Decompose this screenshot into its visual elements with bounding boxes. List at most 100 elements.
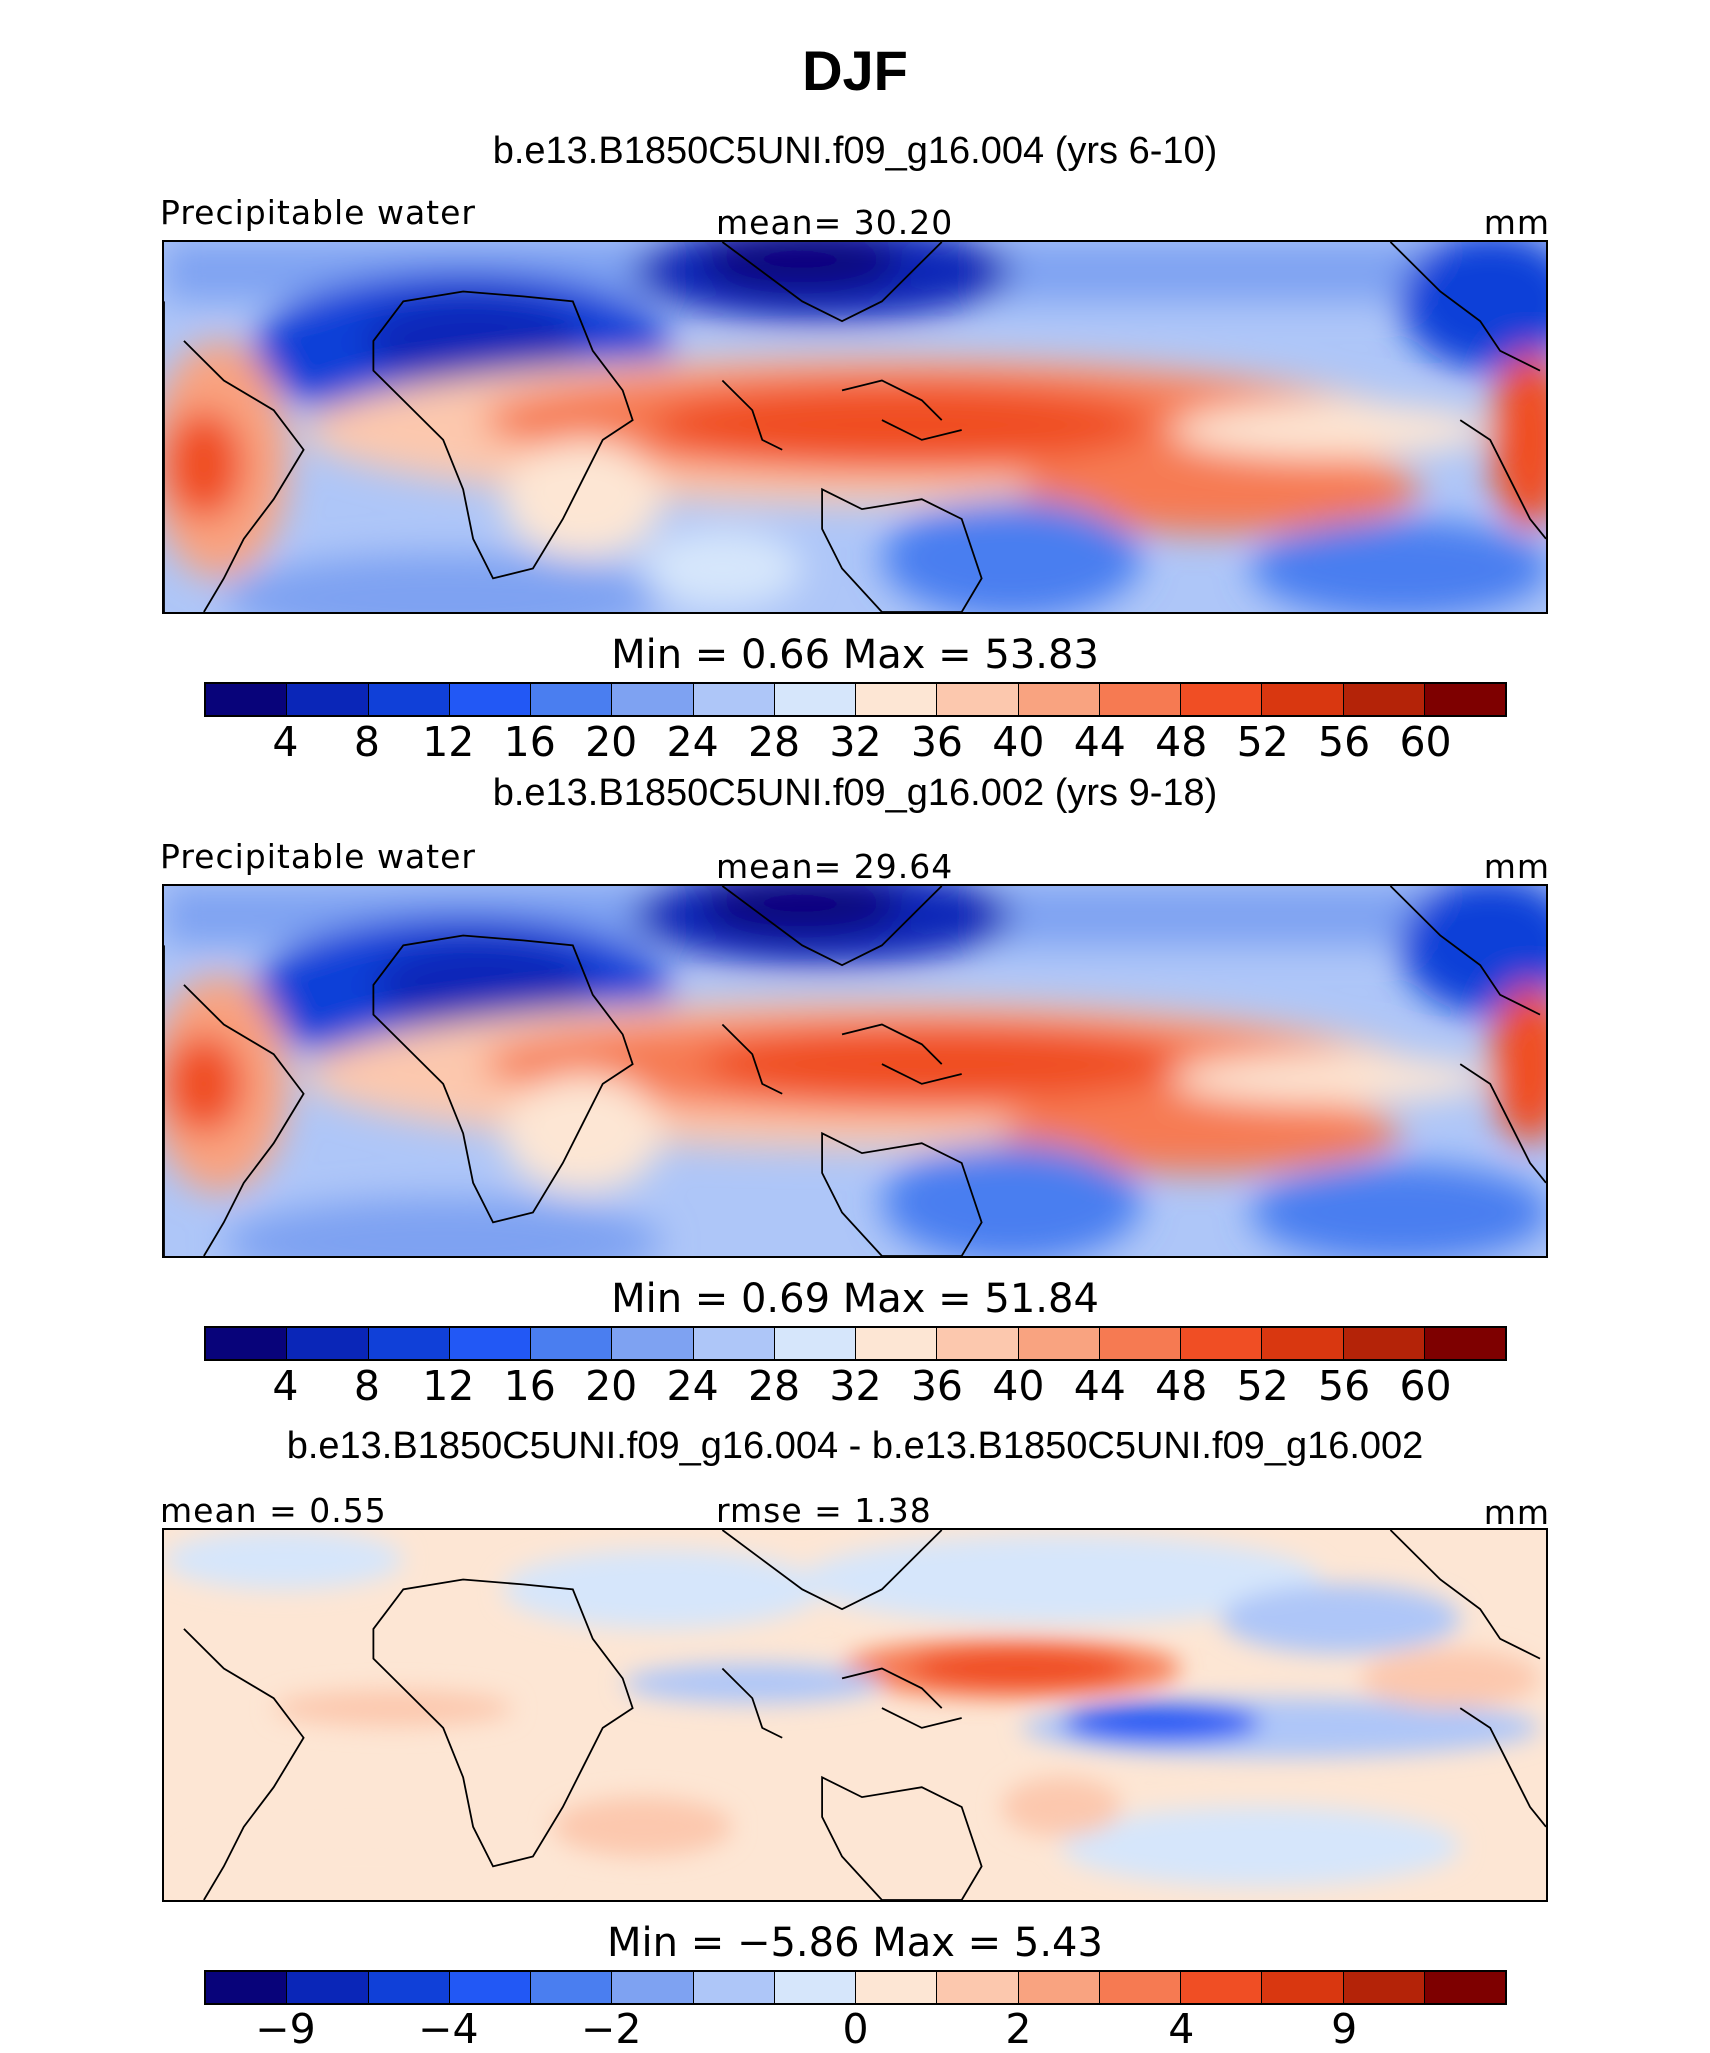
colorbar-tick-label: 16 [503,1362,556,1410]
colorbar-swatch [774,1972,856,2003]
colorbar-swatch [612,1328,694,1359]
colorbar-tick-label: 12 [422,1362,475,1410]
colorbar-swatch [1099,1972,1181,2003]
colorbar-swatch [774,1328,856,1359]
colorbar-swatch [531,684,613,715]
panel-2-mean-label: mean= 29.64 [716,847,954,886]
colorbar-swatch [449,1972,531,2003]
colorbar-tick-label: 8 [353,718,380,766]
panel-1-mean-label: mean= 30.20 [716,203,954,242]
colorbar-tick-label: 56 [1318,1362,1371,1410]
colorbar-tick-label: 8 [353,1362,380,1410]
panel-2-units-label: mm [1483,847,1550,886]
colorbar-tick-label: −2 [580,2005,642,2053]
colorbar-tick-label: 24 [666,1362,719,1410]
panel-3-rmse-label: rmse = 1.38 [716,1491,932,1530]
colorbar-swatch [1181,1328,1263,1359]
colorbar-swatch [937,1328,1019,1359]
colorbar-tick-label: 44 [1073,718,1126,766]
colorbar-tick-label: 12 [422,718,475,766]
panel-3-colorbar [204,1970,1507,2005]
colorbar-tick-label: 52 [1236,1362,1289,1410]
figure-title: DJF [802,39,908,102]
colorbar-swatch [287,684,369,715]
colorbar-tick-label: 44 [1073,1362,1126,1410]
panel-2-map-svg [164,886,1546,1256]
colorbar-tick-label: −4 [418,2005,479,2053]
colorbar-tick-label: 4 [272,1362,299,1410]
colorbar-swatch [1424,1328,1505,1359]
colorbar-swatch [1099,1328,1181,1359]
colorbar-tick-label: 16 [503,718,556,766]
colorbar-swatch [531,1972,613,2003]
colorbar-tick-label: 60 [1399,1362,1452,1410]
colorbar-tick-label: 40 [992,718,1045,766]
colorbar-swatch [1424,1972,1505,2003]
colorbar-swatch [1181,684,1263,715]
colorbar-tick-label: 4 [1168,2005,1195,2053]
colorbar-tick-label: −9 [255,2005,316,2053]
colorbar-tick-label: 32 [829,1362,882,1410]
panel-3-map [162,1528,1548,1902]
colorbar-swatch [1343,684,1425,715]
colorbar-tick-label: 52 [1236,718,1289,766]
colorbar-tick-label: 0 [842,2005,869,2053]
colorbar-swatch [937,1972,1019,2003]
colorbar-swatch [693,1328,775,1359]
colorbar-swatch [206,684,288,715]
colorbar-swatch [612,1972,694,2003]
panel-1-minmax: Min = 0.66 Max = 53.83 [611,632,1099,678]
colorbar-tick-label: 36 [910,1362,964,1410]
panel-1-title: b.e13.B1850C5UNI.f09_g16.004 (yrs 6-10) [492,130,1218,172]
colorbar-swatch [856,1328,938,1359]
colorbar-swatch [1018,684,1100,715]
colorbar-swatch [693,684,775,715]
colorbar-tick-label: 28 [747,718,801,766]
colorbar-swatch [1099,684,1181,715]
colorbar-swatch [1018,1972,1100,2003]
colorbar-swatch [693,1972,775,2003]
colorbar-swatch [1262,684,1344,715]
colorbar-tick-label: 32 [829,718,882,766]
panel-1-units-label: mm [1483,203,1550,242]
colorbar-swatch [1018,1328,1100,1359]
colorbar-tick-label: 48 [1155,718,1208,766]
colorbar-swatch [1262,1328,1344,1359]
colorbar-swatch [856,684,938,715]
colorbar-swatch [368,1328,450,1359]
colorbar-swatch [368,684,450,715]
colorbar-swatch [856,1972,938,2003]
panel-2-variable-label: Precipitable water [160,837,476,876]
panel-3-units-label: mm [1483,1493,1550,1532]
panel-2-map [162,884,1548,1258]
panel-3-title: b.e13.B1850C5UNI.f09_g16.004 - b.e13.B18… [286,1425,1424,1467]
colorbar-tick-label: 4 [272,718,299,766]
colorbar-swatch [937,684,1019,715]
panel-1-colorbar [204,682,1507,717]
colorbar-swatch [612,684,694,715]
colorbar-swatch [1181,1972,1263,2003]
panel-2-title: b.e13.B1850C5UNI.f09_g16.002 (yrs 9-18) [492,772,1218,814]
colorbar-swatch [1343,1972,1425,2003]
colorbar-tick-label: 36 [910,718,964,766]
colorbar-swatch [449,1328,531,1359]
colorbar-swatch [1424,684,1505,715]
colorbar-tick-label: 28 [747,1362,801,1410]
panel-2-colorbar [204,1326,1507,1361]
panel-1-map-svg [164,242,1546,612]
panel-3-minmax: Min = −5.86 Max = 5.43 [607,1920,1103,1966]
colorbar-swatch [1343,1328,1425,1359]
panel-1-colorbar-ticks: 4 8 12 16 20 24 28 32 36 40 44 48 52 56 60 [204,718,1507,766]
colorbar-tick-label: 9 [1331,2005,1358,2053]
colorbar-swatch [287,1328,369,1359]
colorbar-swatch [449,684,531,715]
panel-3-colorbar-ticks: −9 −4 −2 0 2 4 9 [204,2005,1507,2053]
colorbar-swatch [531,1328,613,1359]
panel-1-map [162,240,1548,614]
colorbar-tick-label: 48 [1155,1362,1208,1410]
colorbar-swatch [1262,1972,1344,2003]
panel-3-mean-label: mean = 0.55 [160,1491,387,1530]
colorbar-swatch [206,1328,288,1359]
colorbar-tick-label: 2 [1005,2005,1032,2053]
colorbar-tick-label: 40 [992,1362,1045,1410]
